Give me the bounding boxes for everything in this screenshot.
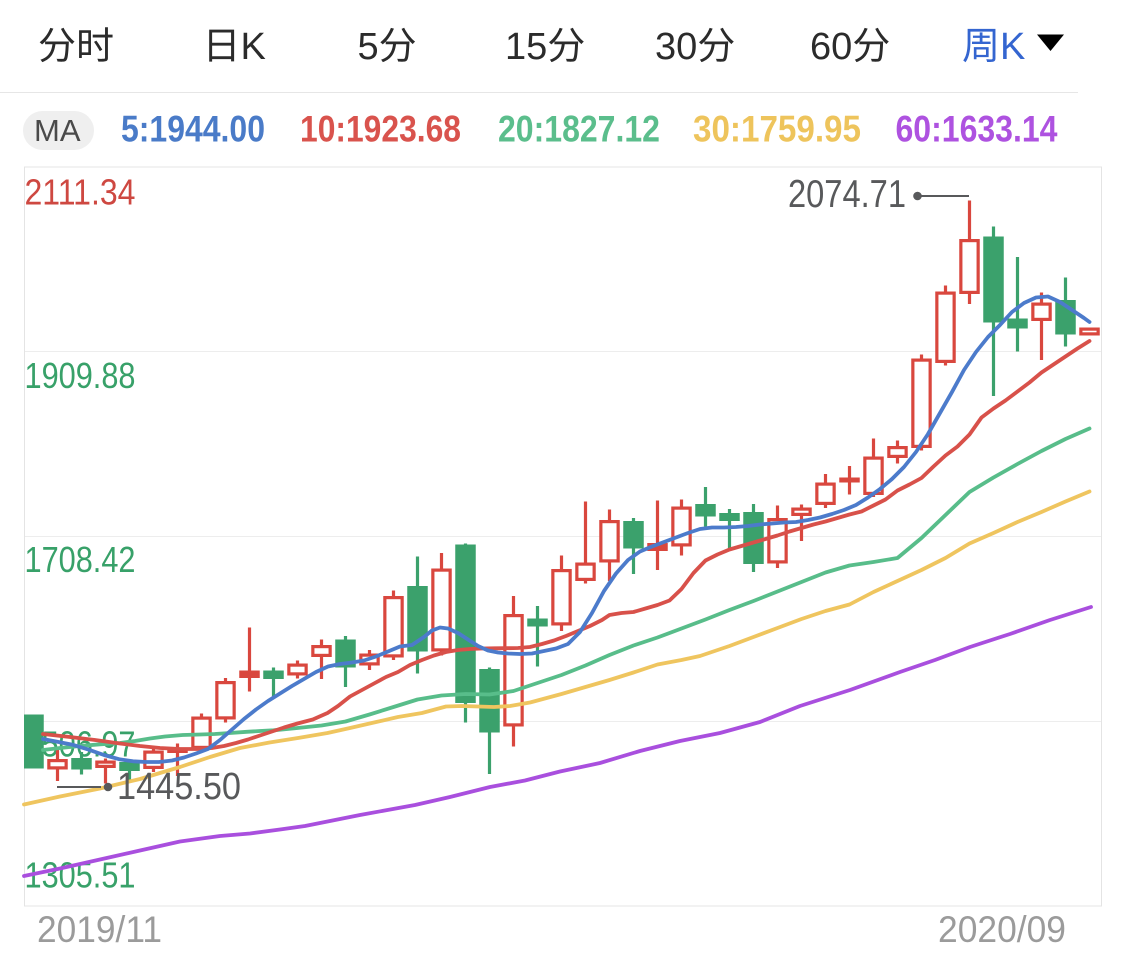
- svg-text:K: K: [241, 26, 266, 68]
- svg-text:2074.71: 2074.71: [788, 173, 906, 216]
- svg-text:10:1923.68: 10:1923.68: [300, 109, 461, 150]
- svg-text:2019/11: 2019/11: [37, 909, 162, 950]
- svg-text:K: K: [1000, 26, 1025, 68]
- svg-text:30:1759.95: 30:1759.95: [693, 109, 861, 150]
- svg-text:60:1633.14: 60:1633.14: [896, 109, 1058, 150]
- svg-text:20:1827.12: 20:1827.12: [498, 109, 660, 150]
- svg-text:15: 15: [505, 26, 547, 68]
- svg-text:5: 5: [358, 26, 379, 68]
- svg-text:5:1944.00: 5:1944.00: [121, 109, 265, 150]
- svg-text:2111.34: 2111.34: [25, 172, 136, 213]
- svg-text:1909.88: 1909.88: [25, 355, 136, 396]
- svg-text:1445.50: 1445.50: [117, 766, 241, 808]
- svg-text:2020/09: 2020/09: [938, 909, 1066, 950]
- svg-text:1305.51: 1305.51: [25, 855, 136, 896]
- svg-text:1708.42: 1708.42: [25, 539, 136, 580]
- svg-text:MA: MA: [34, 113, 81, 148]
- svg-text:60: 60: [810, 26, 852, 68]
- svg-text:30: 30: [655, 26, 697, 68]
